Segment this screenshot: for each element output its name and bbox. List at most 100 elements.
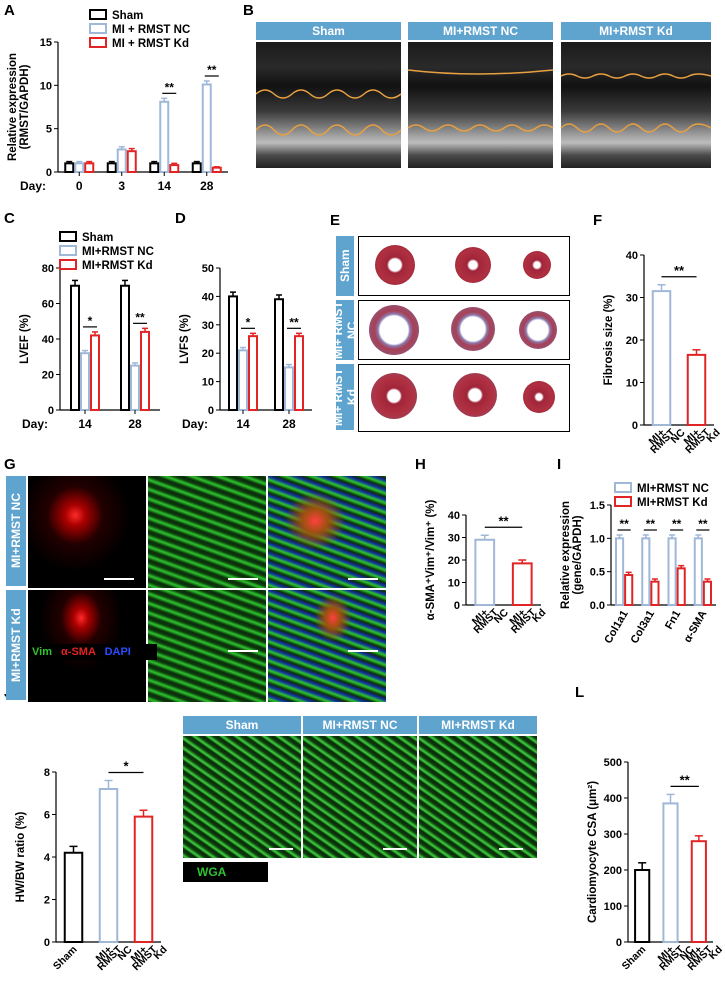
heart-section [371,373,417,419]
legend-sma: α-SMA [61,646,96,658]
y-tick-label: 1.5 [590,500,605,512]
bar [133,815,154,943]
bar [474,538,496,606]
y-axis-label: LVEF (%) [19,314,31,364]
y-tick-label: 4 [44,852,51,864]
y-axis-label: Relative expression [560,501,572,609]
bar [130,364,140,411]
bar [248,335,258,411]
panel-label-l: L [575,684,585,701]
significance-marker: * [88,314,93,328]
y-axis-label: α-SMA⁺Vim⁺/Vim⁺ (%) [425,499,437,620]
y-tick-label: 0 [48,405,54,417]
heart-row-kd [358,364,570,432]
y-tick-label: 10 [202,377,214,389]
x-tick-label: Col3a1 [629,609,657,646]
bar [149,162,160,173]
panel-label-c: C [4,210,15,227]
if-image-merge-nc [268,476,386,588]
bar [624,574,634,606]
if-row-label-kd: MI+RMST Kd [6,590,26,700]
bar [662,802,679,944]
legend-vim: Vim [32,646,52,658]
y-axis-label: Relative expression [7,53,19,161]
echo-traces [256,69,711,136]
heart-section [523,381,555,413]
x-tick-label: 0 [76,179,83,193]
bar [667,537,677,606]
if-image-vim-nc [148,476,266,588]
y-tick-label: 20 [42,370,54,382]
panel-label-i: I [557,456,562,473]
y-tick-label: 30 [626,293,638,305]
y-axis-label: (RMST/GAPDH) [19,64,31,149]
y-axis-label: Cardiomyocyte CSA (μm²) [587,781,599,923]
y-axis-label: HW/BW ratio (%) [15,811,27,902]
significance-marker: ** [698,517,708,531]
bar [120,284,130,411]
x-axis-label: Day: [22,417,48,431]
legend-label: MI+RMST Kd [637,497,708,509]
legend-label: MI + RMST NC [112,24,190,36]
if-image-sma-nc [28,476,146,588]
y-tick-label: 8 [44,767,50,779]
bar [159,100,170,173]
y-tick-label: 10 [626,378,638,390]
wga-image-sham [183,736,301,858]
significance-marker: * [246,315,251,329]
y-tick-label: 500 [604,757,622,769]
legend-swatch [59,231,77,242]
y-tick-label: 40 [626,250,638,262]
bar [106,162,117,173]
bar [63,851,84,943]
bar [511,562,533,606]
x-tick-label: 14 [158,179,172,193]
bar [284,366,294,411]
x-tick-label: 28 [282,417,296,431]
legend-swatch [59,245,77,256]
y-axis-label: (gene/GAPDH) [572,515,584,594]
significance-marker: ** [646,517,656,531]
significance-marker: ** [165,80,175,94]
bar [228,295,238,411]
significance-marker: ** [498,513,509,528]
panel-label-a: A [4,2,15,19]
x-tick-label: 3 [118,179,125,193]
significance-marker: ** [135,310,145,324]
wga-header-nc: MI+RMST NC [303,716,417,734]
y-tick-label: 5 [46,124,52,136]
y-tick-label: 15 [40,37,52,49]
echo-header-kd: MI+RMST Kd [561,22,711,40]
heart-section [453,373,497,417]
legend-label: Sham [112,10,143,22]
y-tick-label: 0 [44,937,50,949]
bar [140,330,150,411]
heart-section [369,305,419,355]
heart-section [451,307,495,351]
chart-a-rmst-expression: 0 5 10 15 Relative expression (RMST/GAPDH) 0 3 1… [7,9,228,193]
if-image-vim-kd [148,590,266,702]
significance-marker: ** [680,772,691,787]
bar [126,150,137,173]
y-tick-label: 30 [202,320,214,332]
chart-l-csa: 0 100 200 300 400 500 Cardiomyocyte CSA (μm²) S… [587,757,725,973]
y-axis-label: LVFS (%) [179,314,191,364]
bar [116,148,127,173]
y-tick-label: 80 [42,263,54,275]
significance-marker: ** [674,263,685,278]
y-tick-label: 20 [202,348,214,360]
heart-section [455,247,491,283]
bar [80,352,90,411]
legend-swatch [614,496,632,507]
x-tick-label: Kd [530,607,548,625]
legend-swatch [89,9,107,20]
legend-label: Sham [82,232,113,244]
x-tick-label: α-SMA [682,608,710,644]
panel-label-g: G [4,456,16,473]
x-tick-label: Kd [704,427,722,445]
y-tick-label: 100 [604,901,622,913]
echo-image-sham [256,42,401,168]
